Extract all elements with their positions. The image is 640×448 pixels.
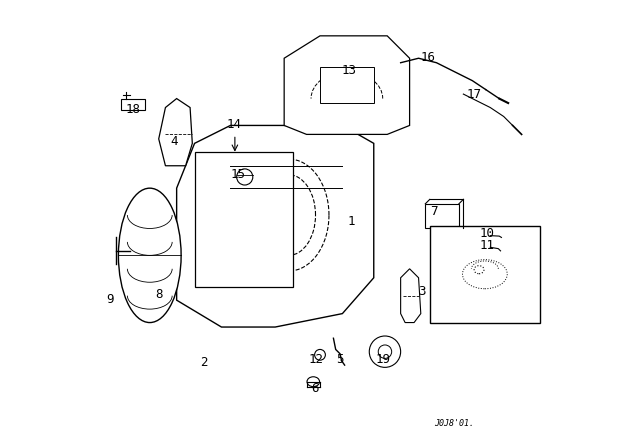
Text: 6: 6 bbox=[311, 382, 318, 395]
Ellipse shape bbox=[307, 377, 319, 387]
Text: 17: 17 bbox=[466, 87, 481, 101]
Text: 19: 19 bbox=[375, 353, 390, 366]
Circle shape bbox=[315, 349, 325, 360]
Polygon shape bbox=[177, 125, 374, 327]
Text: 10: 10 bbox=[479, 228, 494, 241]
Text: 16: 16 bbox=[421, 51, 436, 64]
Text: 7: 7 bbox=[431, 205, 438, 219]
Text: 5: 5 bbox=[337, 353, 344, 366]
Text: 3: 3 bbox=[418, 284, 426, 298]
Bar bbox=[121, 99, 145, 110]
Text: 11: 11 bbox=[479, 239, 494, 252]
Circle shape bbox=[378, 345, 392, 358]
Polygon shape bbox=[159, 99, 192, 166]
Ellipse shape bbox=[118, 188, 181, 323]
Ellipse shape bbox=[463, 260, 508, 289]
Polygon shape bbox=[284, 36, 410, 134]
Polygon shape bbox=[401, 269, 421, 323]
Bar bbox=[195, 152, 293, 287]
Bar bbox=[430, 226, 540, 323]
Text: 13: 13 bbox=[342, 64, 356, 77]
Text: 2: 2 bbox=[200, 356, 207, 370]
Text: 8: 8 bbox=[155, 288, 163, 301]
Text: J0J8'01.: J0J8'01. bbox=[435, 419, 474, 428]
Text: 4: 4 bbox=[171, 134, 178, 148]
FancyBboxPatch shape bbox=[425, 204, 459, 228]
Circle shape bbox=[369, 336, 401, 367]
Text: 1: 1 bbox=[348, 215, 355, 228]
Ellipse shape bbox=[474, 266, 484, 274]
Text: 12: 12 bbox=[309, 353, 324, 366]
Bar bbox=[320, 67, 374, 103]
Text: 15: 15 bbox=[231, 168, 246, 181]
Circle shape bbox=[237, 169, 253, 185]
Text: 18: 18 bbox=[125, 103, 140, 116]
Text: 9: 9 bbox=[107, 293, 114, 306]
Text: 14: 14 bbox=[227, 117, 241, 131]
